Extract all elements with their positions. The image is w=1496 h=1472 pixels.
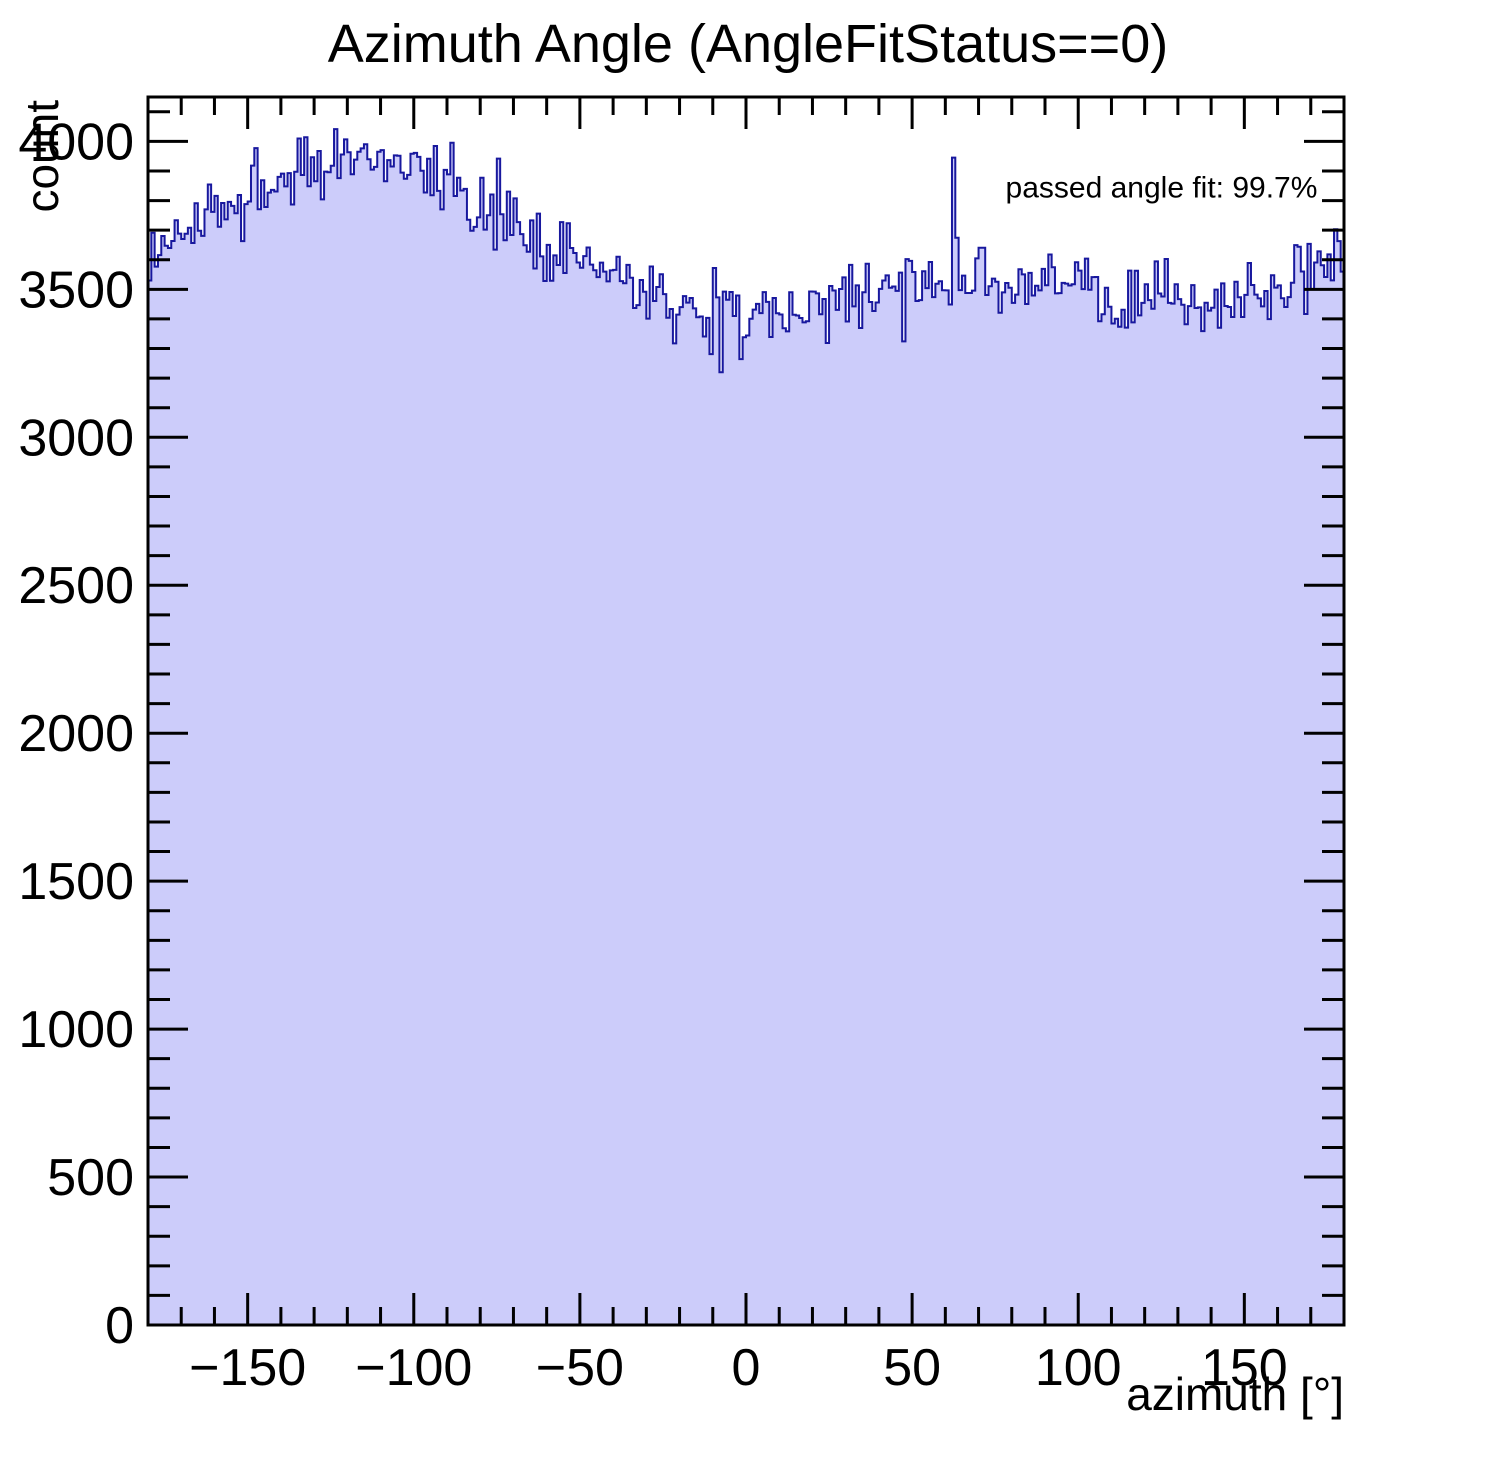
x-tick-label: 100: [1035, 1339, 1122, 1397]
y-tick-label: 2500: [18, 557, 134, 615]
x-tick-label: −100: [355, 1339, 472, 1397]
x-tick-label: 0: [732, 1339, 761, 1397]
x-axis-ticks: [146, 97, 1346, 1325]
x-tick-label: 150: [1201, 1339, 1288, 1397]
y-axis-tick-labels: 0 500 1000 1500 2000 2500 3000 3500 4000: [18, 113, 134, 1355]
y-tick-label: 2000: [18, 705, 134, 763]
y-tick-label: 4000: [18, 113, 134, 171]
y-axis-ticks: [148, 110, 1344, 1327]
page-title: Azimuth Angle (AngleFitStatus==0): [328, 14, 1168, 74]
pass-rate-annotation: passed angle fit: 99.7%: [1006, 172, 1318, 205]
y-axis-title: count: [16, 100, 68, 213]
annotation-group: passed angle fit: 99.7%: [1006, 172, 1318, 205]
y-tick-label: 3000: [18, 409, 134, 467]
y-tick-label: 0: [105, 1297, 134, 1355]
x-axis-tick-labels: −150 −100 −50 0 50 100 150: [189, 1339, 1288, 1397]
y-tick-label: 500: [47, 1149, 134, 1207]
y-tick-label: 1500: [18, 853, 134, 911]
x-axis-title: azimuth [°]: [1126, 1368, 1344, 1420]
y-tick-label: 1000: [18, 1001, 134, 1059]
x-tick-label: −50: [536, 1339, 624, 1397]
histogram-series: [147, 128, 1345, 1326]
histogram-bars: [147, 128, 1345, 1326]
y-tick-label: 3500: [18, 261, 134, 319]
x-tick-label: −150: [189, 1339, 306, 1397]
x-tick-label: 50: [883, 1339, 941, 1397]
